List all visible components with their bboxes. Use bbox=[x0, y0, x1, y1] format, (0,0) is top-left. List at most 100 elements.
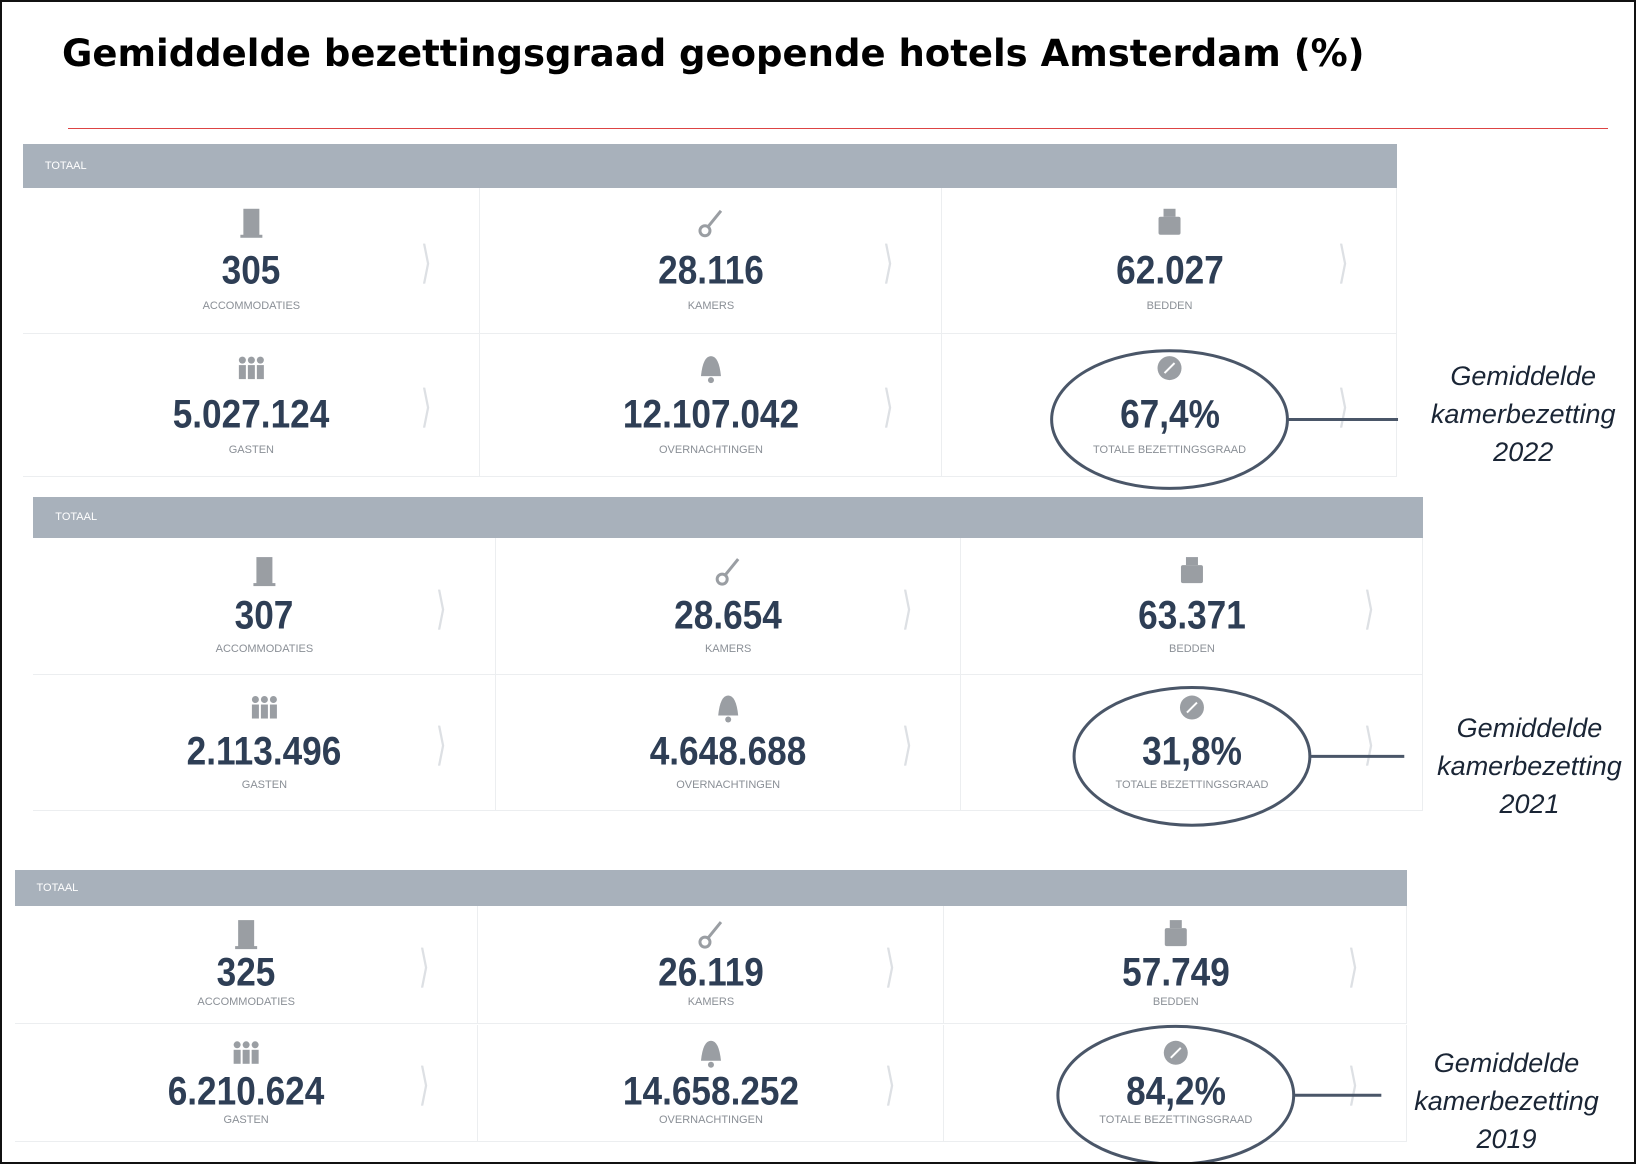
stat-label: KAMERS bbox=[704, 643, 752, 655]
icon bbox=[1186, 701, 1198, 714]
chevron: ❭ bbox=[881, 237, 895, 284]
chevron: ❭ bbox=[434, 583, 448, 630]
stat-value: 28.116 bbox=[658, 248, 764, 293]
stat-cell bbox=[477, 905, 945, 1025]
icon bbox=[238, 356, 246, 364]
icon bbox=[240, 234, 263, 238]
stat-cell bbox=[960, 674, 1424, 811]
stat-cell bbox=[944, 1024, 1408, 1143]
icon bbox=[698, 935, 712, 949]
stat-value: 307 bbox=[235, 593, 294, 638]
annotation-line: kamerbezetting bbox=[1430, 399, 1616, 430]
icon bbox=[1185, 557, 1198, 566]
icon bbox=[715, 572, 729, 586]
stat-cell bbox=[942, 187, 1397, 334]
stat-value: 2.113.496 bbox=[187, 729, 342, 774]
chevron: ❭ bbox=[1346, 942, 1360, 989]
stat-label: OVERNACHTINGEN bbox=[659, 443, 763, 456]
stat-value: 4.648.688 bbox=[649, 729, 807, 774]
stat-value: 5.027.124 bbox=[173, 392, 330, 437]
stat-label: ACCOMMODATIES bbox=[197, 995, 295, 1008]
stat-value: 84,2% bbox=[1125, 1069, 1226, 1114]
icon bbox=[256, 365, 264, 380]
stat-value: 14.658.252 bbox=[622, 1069, 800, 1114]
annotation: Gemiddelde kamerbezetting 2021 bbox=[1437, 709, 1622, 823]
chevron: ❭ bbox=[416, 1060, 431, 1107]
chevron: ❭ bbox=[1362, 719, 1376, 766]
icon bbox=[256, 356, 264, 364]
chevron: ❭ bbox=[883, 942, 897, 989]
annotation-line: kamerbezetting bbox=[1414, 1085, 1599, 1116]
icon bbox=[242, 1041, 250, 1049]
stat-label: KAMERS bbox=[687, 300, 735, 313]
stat-value: 31,8% bbox=[1142, 729, 1242, 774]
icon bbox=[233, 1041, 241, 1049]
icon bbox=[700, 1040, 721, 1061]
annotation-line: 2022 bbox=[1493, 437, 1554, 468]
icon bbox=[260, 704, 268, 719]
icon bbox=[256, 557, 273, 586]
icon bbox=[700, 356, 721, 377]
annotation-line: kamerbezetting bbox=[1437, 750, 1622, 781]
chevron: ❭ bbox=[416, 942, 431, 989]
icon bbox=[706, 209, 723, 228]
icon bbox=[247, 356, 255, 364]
stat-label: OVERNACHTINGEN bbox=[659, 1113, 763, 1126]
chevron: ❭ bbox=[883, 1060, 897, 1107]
stat-label: GASTEN bbox=[228, 443, 274, 456]
icon bbox=[718, 695, 739, 716]
icon bbox=[243, 208, 260, 237]
chevron: ❭ bbox=[899, 719, 914, 766]
annotation-line: 2019 bbox=[1476, 1123, 1537, 1154]
annotation-line: Gemiddelde bbox=[1456, 712, 1603, 743]
title-rule bbox=[68, 128, 1608, 129]
stat-cell bbox=[960, 538, 1424, 675]
stat-label: BEDDEN bbox=[1146, 300, 1193, 313]
stat-cell bbox=[942, 333, 1397, 477]
chevron: ❭ bbox=[434, 719, 448, 766]
icon bbox=[253, 583, 276, 587]
icon bbox=[707, 1061, 714, 1068]
icon bbox=[269, 696, 277, 704]
icon bbox=[238, 920, 255, 949]
stat-value: 305 bbox=[221, 248, 281, 293]
stat-cell bbox=[944, 905, 1408, 1025]
chevron: ❭ bbox=[1336, 382, 1350, 429]
icon bbox=[238, 365, 246, 380]
stat-value: 12.107.042 bbox=[622, 392, 800, 437]
icon bbox=[260, 696, 268, 704]
stat-cell bbox=[495, 538, 961, 675]
panel-header: TOTAAL bbox=[14, 870, 1408, 906]
stat-value: 26.119 bbox=[658, 950, 764, 995]
stat-value: 67,4% bbox=[1119, 392, 1220, 437]
stat-label: BEDDEN bbox=[1169, 643, 1215, 655]
icon bbox=[235, 946, 258, 950]
icon bbox=[725, 716, 732, 723]
icon bbox=[251, 704, 259, 719]
chevron: ❭ bbox=[418, 382, 433, 429]
icon bbox=[251, 1049, 259, 1064]
icon bbox=[707, 377, 714, 384]
icon bbox=[242, 1049, 250, 1064]
panel-header: TOTAAL bbox=[22, 143, 1397, 188]
chevron: ❭ bbox=[899, 583, 914, 630]
stat-cell bbox=[479, 187, 943, 334]
stat-label: ACCOMMODATIES bbox=[215, 643, 314, 655]
stat-cell bbox=[14, 1024, 478, 1143]
stat-value: 63.371 bbox=[1138, 593, 1246, 638]
stat-label: KAMERS bbox=[687, 995, 735, 1008]
icon bbox=[1158, 216, 1181, 235]
annotation-line: Gemiddelde bbox=[1450, 361, 1597, 392]
icon bbox=[1180, 565, 1203, 584]
icon bbox=[698, 224, 712, 238]
stat-label: ACCOMMODATIES bbox=[202, 300, 301, 313]
stat-value: 57.749 bbox=[1121, 950, 1230, 995]
stat-label: TOTALE BEZETTINGSGRAAD bbox=[1099, 1113, 1253, 1126]
panel-header: TOTAAL bbox=[33, 496, 1424, 539]
stat-cell bbox=[479, 333, 943, 477]
stat-value: 6.210.624 bbox=[167, 1069, 325, 1114]
page-title: Gemiddelde bezettingsgraad geopende hote… bbox=[62, 32, 1365, 75]
stat-label: BEDDEN bbox=[1152, 995, 1199, 1008]
